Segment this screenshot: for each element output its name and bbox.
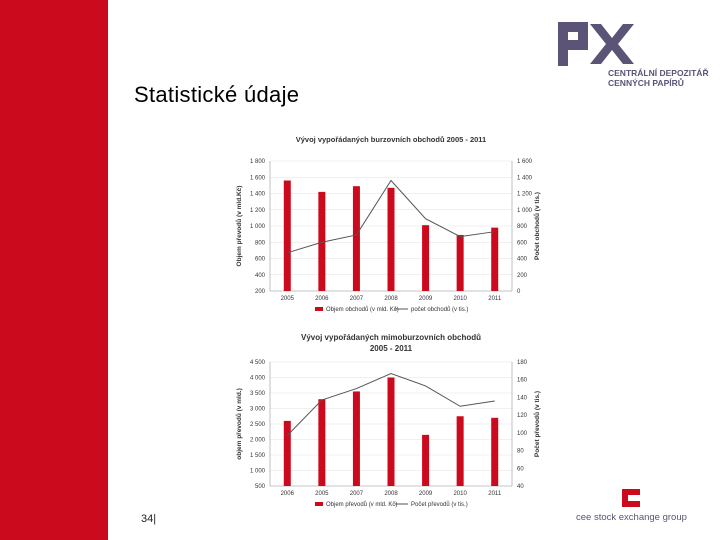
y-tick-label: 600 [255, 257, 266, 263]
page-number: 34| [141, 513, 157, 525]
accent-sidebar [0, 0, 108, 540]
y-tick-label: 2 000 [250, 438, 266, 444]
bar [422, 225, 430, 291]
x-tick-label: 2006 [281, 491, 295, 497]
slide-title: Statistické údaje [134, 82, 300, 107]
y2-tick-label: 180 [517, 360, 528, 366]
legend-swatch-bar [315, 307, 323, 311]
y2-tick-label: 1 200 [517, 192, 533, 198]
y2-tick-label: 800 [517, 224, 528, 230]
y2-tick-label: 200 [517, 273, 528, 279]
logo-line-1: CENTRÁLNÍ DEPOZITÁŘ [608, 68, 709, 78]
bar [422, 434, 430, 486]
x-tick-label: 2008 [384, 491, 398, 497]
y2-axis-label: Počet obchodů (v tis.) [533, 192, 541, 260]
chart-mimoburzovni-svg: Vývoj vypořádaných mimoburzovních obchod… [235, 333, 541, 508]
footer-brand: cee stock exchange group [576, 512, 687, 523]
y2-tick-label: 600 [517, 240, 528, 246]
y-tick-label: 1 400 [250, 192, 266, 198]
y2-tick-label: 1 000 [517, 208, 533, 214]
bar [456, 416, 464, 486]
bar [387, 377, 395, 486]
legend-label: Objem převodů (v mld. Kč) [326, 501, 397, 508]
logo-line-2: CENNÝCH PAPÍRŮ [608, 78, 684, 88]
y-axis-label: Objem převodů (v mld.Kč) [235, 186, 243, 267]
bar [283, 420, 291, 486]
y2-tick-label: 80 [517, 449, 524, 455]
y-tick-label: 1 800 [250, 159, 266, 165]
y2-tick-label: 400 [517, 257, 528, 263]
y2-tick-label: 160 [517, 378, 528, 384]
bar [387, 187, 395, 291]
chart-mimoburzovni: Vývoj vypořádaných mimoburzovních obchod… [230, 330, 550, 525]
cee-logo-icon [622, 489, 640, 507]
x-tick-label: 2011 [488, 296, 502, 302]
y-tick-label: 800 [255, 240, 266, 246]
y2-tick-label: 40 [517, 484, 524, 490]
legend-label: Počet převodů (v tis.) [411, 501, 468, 508]
px-logo-icon [558, 22, 634, 66]
y2-tick-label: 1 600 [517, 159, 533, 165]
bar [491, 227, 499, 291]
chart-title: Vývoj vypořádaných burzovních obchodů 20… [296, 135, 486, 144]
y2-tick-label: 140 [517, 395, 528, 401]
x-tick-label: 2010 [453, 296, 467, 302]
x-tick-label: 2005 [315, 491, 329, 497]
y-tick-label: 3 500 [250, 391, 266, 397]
legend-swatch-bar [315, 502, 323, 506]
bar [318, 191, 326, 291]
x-tick-label: 2005 [281, 296, 295, 302]
y2-axis-label: Počet převodů (v tis.) [533, 391, 541, 457]
bar [352, 186, 360, 291]
y-tick-label: 400 [255, 273, 266, 279]
footer-brand-text: cee stock exchange group [576, 512, 687, 523]
series-line [286, 372, 495, 436]
y2-tick-label: 0 [517, 289, 521, 295]
bar [491, 417, 499, 486]
x-tick-label: 2008 [384, 296, 398, 302]
y-tick-label: 500 [255, 484, 266, 490]
y-tick-label: 1 200 [250, 208, 266, 214]
chart-title-line-2: 2005 - 2011 [370, 344, 413, 353]
x-tick-label: 2006 [315, 296, 329, 302]
x-tick-label: 2011 [488, 491, 502, 497]
y-tick-label: 1 600 [250, 175, 266, 181]
y-tick-label: 3 000 [250, 407, 266, 413]
x-tick-label: 2007 [350, 491, 364, 497]
legend-label: počet obchodů (v tis.) [411, 306, 468, 313]
bar [352, 391, 360, 486]
y2-tick-label: 100 [517, 431, 528, 437]
y-tick-label: 4 500 [250, 360, 266, 366]
y-tick-label: 1 000 [250, 224, 266, 230]
chart-burzovni-svg: Vývoj vypořádaných burzovních obchodů 20… [235, 135, 541, 313]
bar [318, 399, 326, 486]
y-tick-label: 1 000 [250, 469, 266, 475]
y-tick-label: 1 500 [250, 453, 266, 459]
legend-label: Objem obchodů (v mld. Kč) [326, 306, 399, 313]
logo-text: CENTRÁLNÍ DEPOZITÁŘ CENNÝCH PAPÍRŮ [608, 68, 709, 88]
bar [456, 234, 464, 291]
chart-title: Vývoj vypořádaných mimoburzovních obchod… [301, 333, 481, 342]
y2-tick-label: 120 [517, 413, 528, 419]
bar [283, 180, 291, 291]
x-tick-label: 2010 [453, 491, 467, 497]
y-axis-label: objem převodů (v mld.) [235, 388, 243, 460]
y-tick-label: 4 000 [250, 376, 266, 382]
y2-tick-label: 1 400 [517, 175, 533, 181]
series-line [287, 179, 495, 254]
x-tick-label: 2009 [419, 296, 433, 302]
y-tick-label: 200 [255, 289, 266, 295]
x-tick-label: 2007 [350, 296, 364, 302]
y2-tick-label: 60 [517, 466, 524, 472]
chart-burzovni: Vývoj vypořádaných burzovních obchodů 20… [230, 130, 550, 325]
x-tick-label: 2009 [419, 491, 433, 497]
y-tick-label: 2 500 [250, 422, 266, 428]
